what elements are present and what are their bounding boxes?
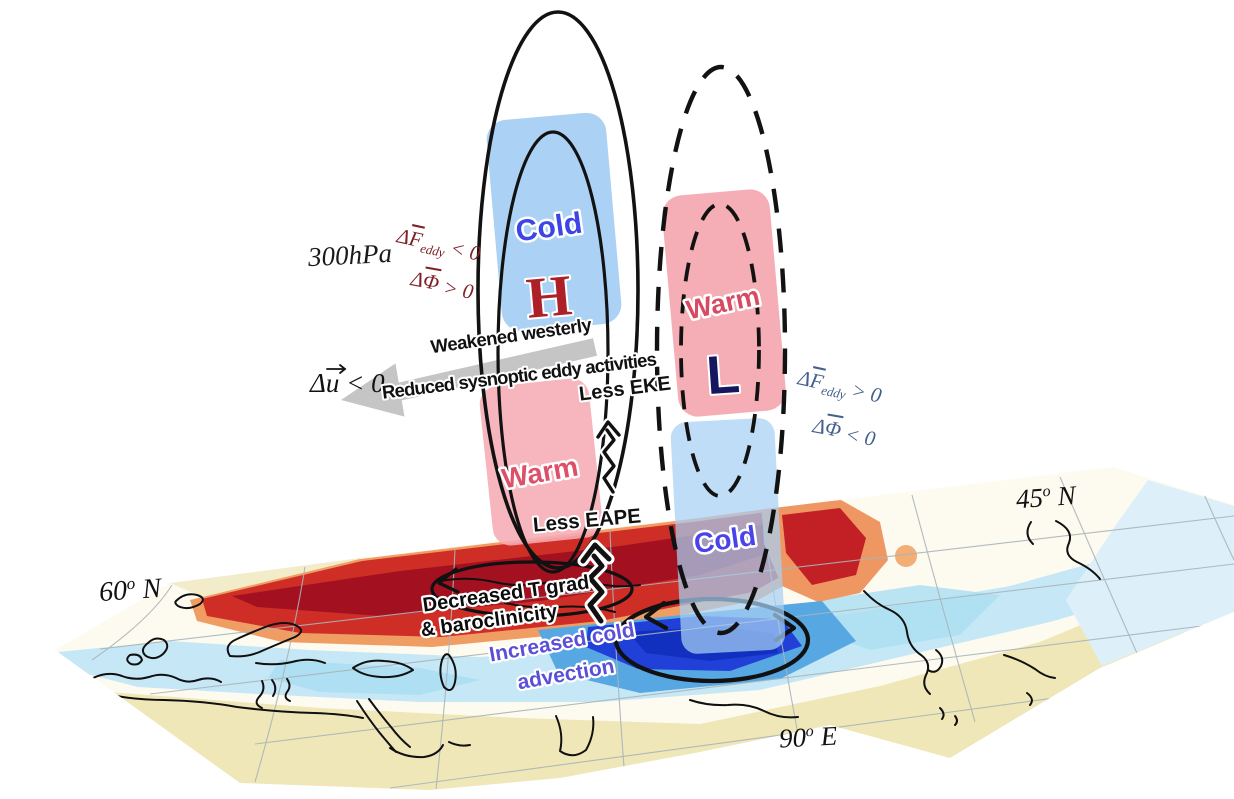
right-flux-label: ΔFeddy > 0 (794, 365, 884, 409)
vector-arrow-icon (326, 364, 347, 374)
svg-text:ΔFeddy > 0: ΔFeddy > 0 (794, 365, 884, 409)
u-change-label: Δu < 0 (309, 364, 385, 398)
right-cold-label: Cold (692, 520, 758, 559)
coastlines (92, 520, 1101, 759)
map-yellow-band (100, 592, 1185, 790)
label-45n: 45o N (1015, 480, 1079, 514)
map-far-east-blue (1066, 480, 1234, 666)
warm-anomaly-core (232, 517, 814, 616)
left-flux-label: ΔFeddy < 0 (393, 223, 483, 267)
map-cream-sliver (170, 558, 364, 601)
svg-text:ΔΦ > 0: ΔΦ > 0 (408, 266, 477, 304)
pressure-level-label: 300hPa (306, 238, 392, 272)
warm-anomaly-dot (895, 545, 917, 567)
cold-anomaly-patch-west (268, 660, 480, 695)
right-column-outer-dashed-ellipse (654, 64, 788, 636)
warm-anomaly-east-core (782, 508, 866, 585)
left-base-circulation (430, 560, 634, 618)
westerly-arrow (341, 338, 598, 417)
left-column-inner-ellipse (496, 130, 610, 574)
wavy-arrow-lower (577, 539, 615, 627)
label-90e: 90o E (778, 721, 838, 754)
wavy-arrow-upper (594, 418, 623, 496)
left-cold-box (486, 112, 622, 332)
right-column-inner-dashed-ellipse (679, 202, 761, 498)
cold-anomaly-patch-east (815, 585, 1000, 650)
svg-text:ΔFeddy < 0: ΔFeddy < 0 (393, 223, 483, 267)
low-symbol: L (705, 344, 742, 406)
left-warm-box (479, 378, 603, 546)
cold-anomaly-band (58, 544, 1205, 702)
high-symbol: H (524, 262, 575, 331)
left-column-outer-ellipse (476, 10, 640, 570)
svg-text:ΔΦ < 0: ΔΦ < 0 (810, 413, 879, 451)
left-geopotential-label: ΔΦ > 0 (408, 266, 477, 304)
less-eke-label: Less EKE (578, 372, 672, 405)
svg-text:Δu < 0: Δu < 0 (309, 368, 385, 398)
right-cold-box (670, 418, 786, 654)
label-60n: 60o N (98, 572, 164, 608)
right-geopotential-label: ΔΦ < 0 (810, 413, 879, 451)
